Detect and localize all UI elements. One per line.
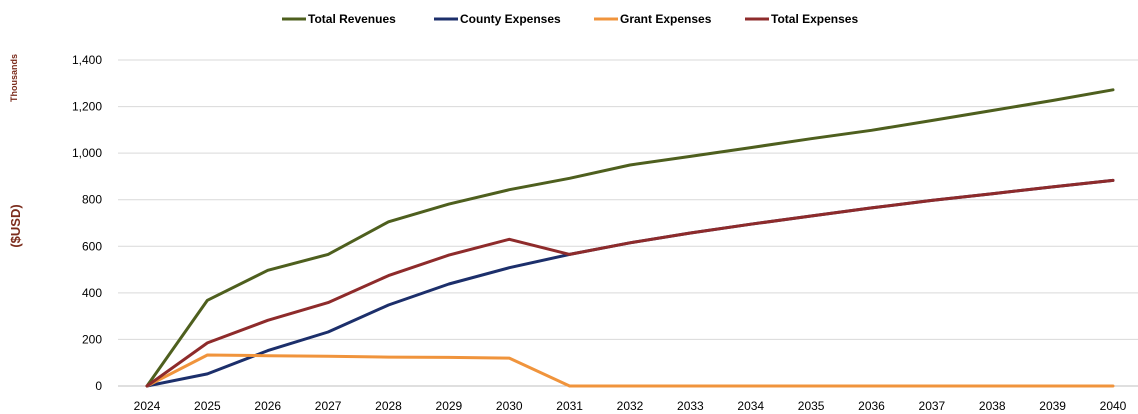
x-tick-label: 2033 <box>677 399 704 413</box>
legend-label: Total Revenues <box>308 12 396 26</box>
series-line-grant-expenses <box>145 353 1115 388</box>
x-tick-label: 2024 <box>134 399 161 413</box>
x-tick-label: 2035 <box>798 399 825 413</box>
legend-label: Total Expenses <box>771 12 858 26</box>
x-tick-label: 2034 <box>737 399 764 413</box>
y-tick-label: 600 <box>82 239 102 253</box>
x-tick-label: 2037 <box>919 399 946 413</box>
x-tick-label: 2036 <box>858 399 885 413</box>
x-tick-label: 2028 <box>375 399 402 413</box>
series-line-total-expenses <box>145 178 1115 388</box>
series-line-total-revenues <box>145 88 1115 388</box>
x-tick-label: 2029 <box>436 399 463 413</box>
legend-label: Grant Expenses <box>620 12 712 26</box>
y-tick-label: 1,200 <box>72 100 102 114</box>
y-axis-title: ($USD) <box>8 204 23 247</box>
legend: Total Revenues County Expenses Grant Expen… <box>282 12 858 26</box>
axes: 0 200 400 600 800 1,000 1,200 1,400 2024 2025 2026… <box>72 53 1138 413</box>
y-tick-label: 800 <box>82 193 102 207</box>
x-tick-label: 2030 <box>496 399 523 413</box>
x-tick-label: 2025 <box>194 399 221 413</box>
y-tick-label: 200 <box>82 332 102 346</box>
x-tick-label: 2040 <box>1100 399 1127 413</box>
x-tick-label: 2027 <box>315 399 342 413</box>
y-tick-label: 1,000 <box>72 146 102 160</box>
x-tick-label: 2026 <box>254 399 281 413</box>
series-lines <box>145 88 1115 388</box>
x-tick-label: 2038 <box>979 399 1006 413</box>
y-tick-label: 1,400 <box>72 53 102 67</box>
y-unit-label: Thousands <box>9 54 19 102</box>
y-tick-label: 0 <box>95 379 102 393</box>
y-tick-label: 400 <box>82 286 102 300</box>
gridlines <box>118 59 1138 340</box>
x-tick-label: 2032 <box>617 399 644 413</box>
x-tick-label: 2031 <box>556 399 583 413</box>
x-tick-label: 2039 <box>1039 399 1066 413</box>
legend-label: County Expenses <box>460 12 561 26</box>
